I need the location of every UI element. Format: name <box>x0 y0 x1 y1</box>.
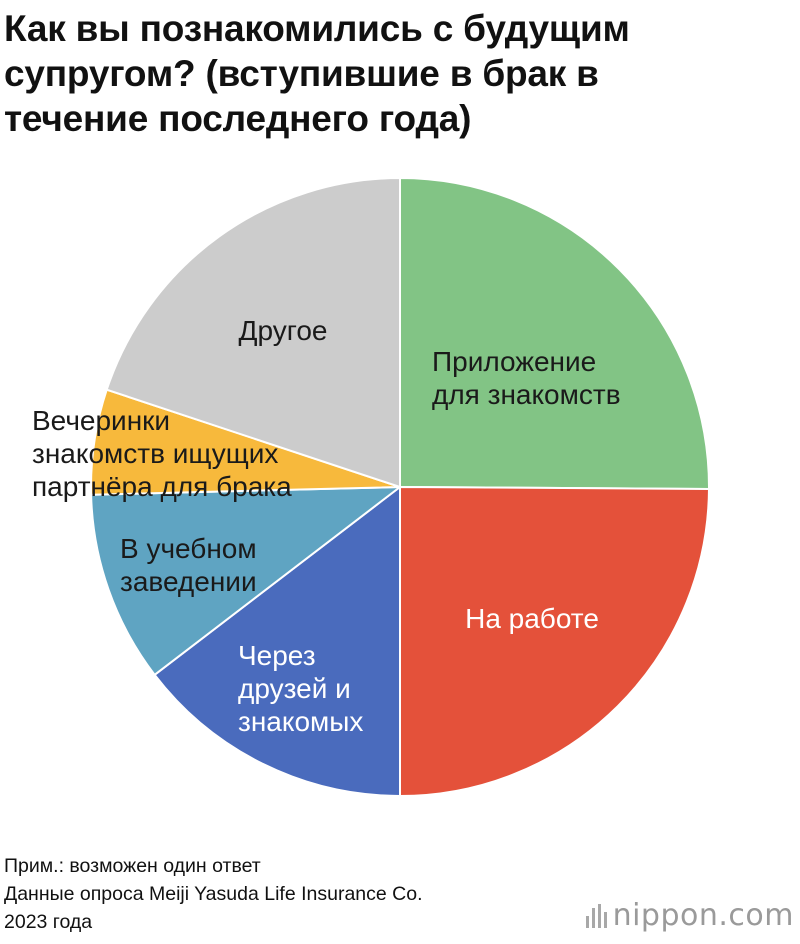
slice-label: В учебном заведении <box>120 533 257 597</box>
slice-label-line: Через <box>238 640 316 671</box>
nippon-bars-icon <box>585 904 607 928</box>
pie-slices <box>90 177 710 797</box>
slice-label-line: Вечеринки <box>32 405 170 436</box>
source-year-line: 2023 года <box>4 911 93 933</box>
slice-label: Вечеринки знакомств ищущих партнёра для бр… <box>32 405 292 502</box>
pie-slice <box>399 177 710 490</box>
slice-label-line: Приложение <box>432 346 596 377</box>
nippon-logo: nippon.com <box>585 896 794 936</box>
slice-label: Через друзей и знакомых <box>238 640 363 737</box>
chart-title-line: супругом? (вступившие в брак в <box>4 53 599 94</box>
pie-slice <box>399 486 710 797</box>
logo-text: nippon.com <box>612 898 794 933</box>
chart-title: Как вы познакомились с будущим супругом?… <box>4 6 784 141</box>
slice-label-line: друзей и <box>238 673 351 704</box>
pie-slice <box>90 486 401 676</box>
slice-label-line: для знакомств <box>432 379 621 410</box>
slice-label-line: партнёра для брака <box>32 471 292 502</box>
note-line: Прим.: возможен один ответ <box>4 855 261 877</box>
chart-notes: Прим.: возможен один ответ Данные опроса… <box>4 852 423 936</box>
source-line: Данные опроса Meiji Yasuda Life Insuranc… <box>4 883 423 905</box>
slice-label: Другое <box>239 315 328 346</box>
slice-label: Приложение для знакомств <box>432 346 621 410</box>
chart-title-line: течение последнего года) <box>4 98 472 139</box>
slice-label-line: В учебном <box>120 533 257 564</box>
slice-label: На работе <box>465 603 599 634</box>
slice-label-line: знакомств ищущих <box>32 438 278 469</box>
slice-label-line: На работе <box>465 603 599 634</box>
pie-labels: Приложение для знакомств На работе Через дру… <box>32 315 621 737</box>
pie-slice <box>153 486 401 797</box>
slice-label-line: знакомых <box>238 706 363 737</box>
slice-label-line: заведении <box>120 566 257 597</box>
slice-label-line: Другое <box>239 315 328 346</box>
chart-title-line: Как вы познакомились с будущим <box>4 8 630 49</box>
pie-slice <box>105 177 401 488</box>
